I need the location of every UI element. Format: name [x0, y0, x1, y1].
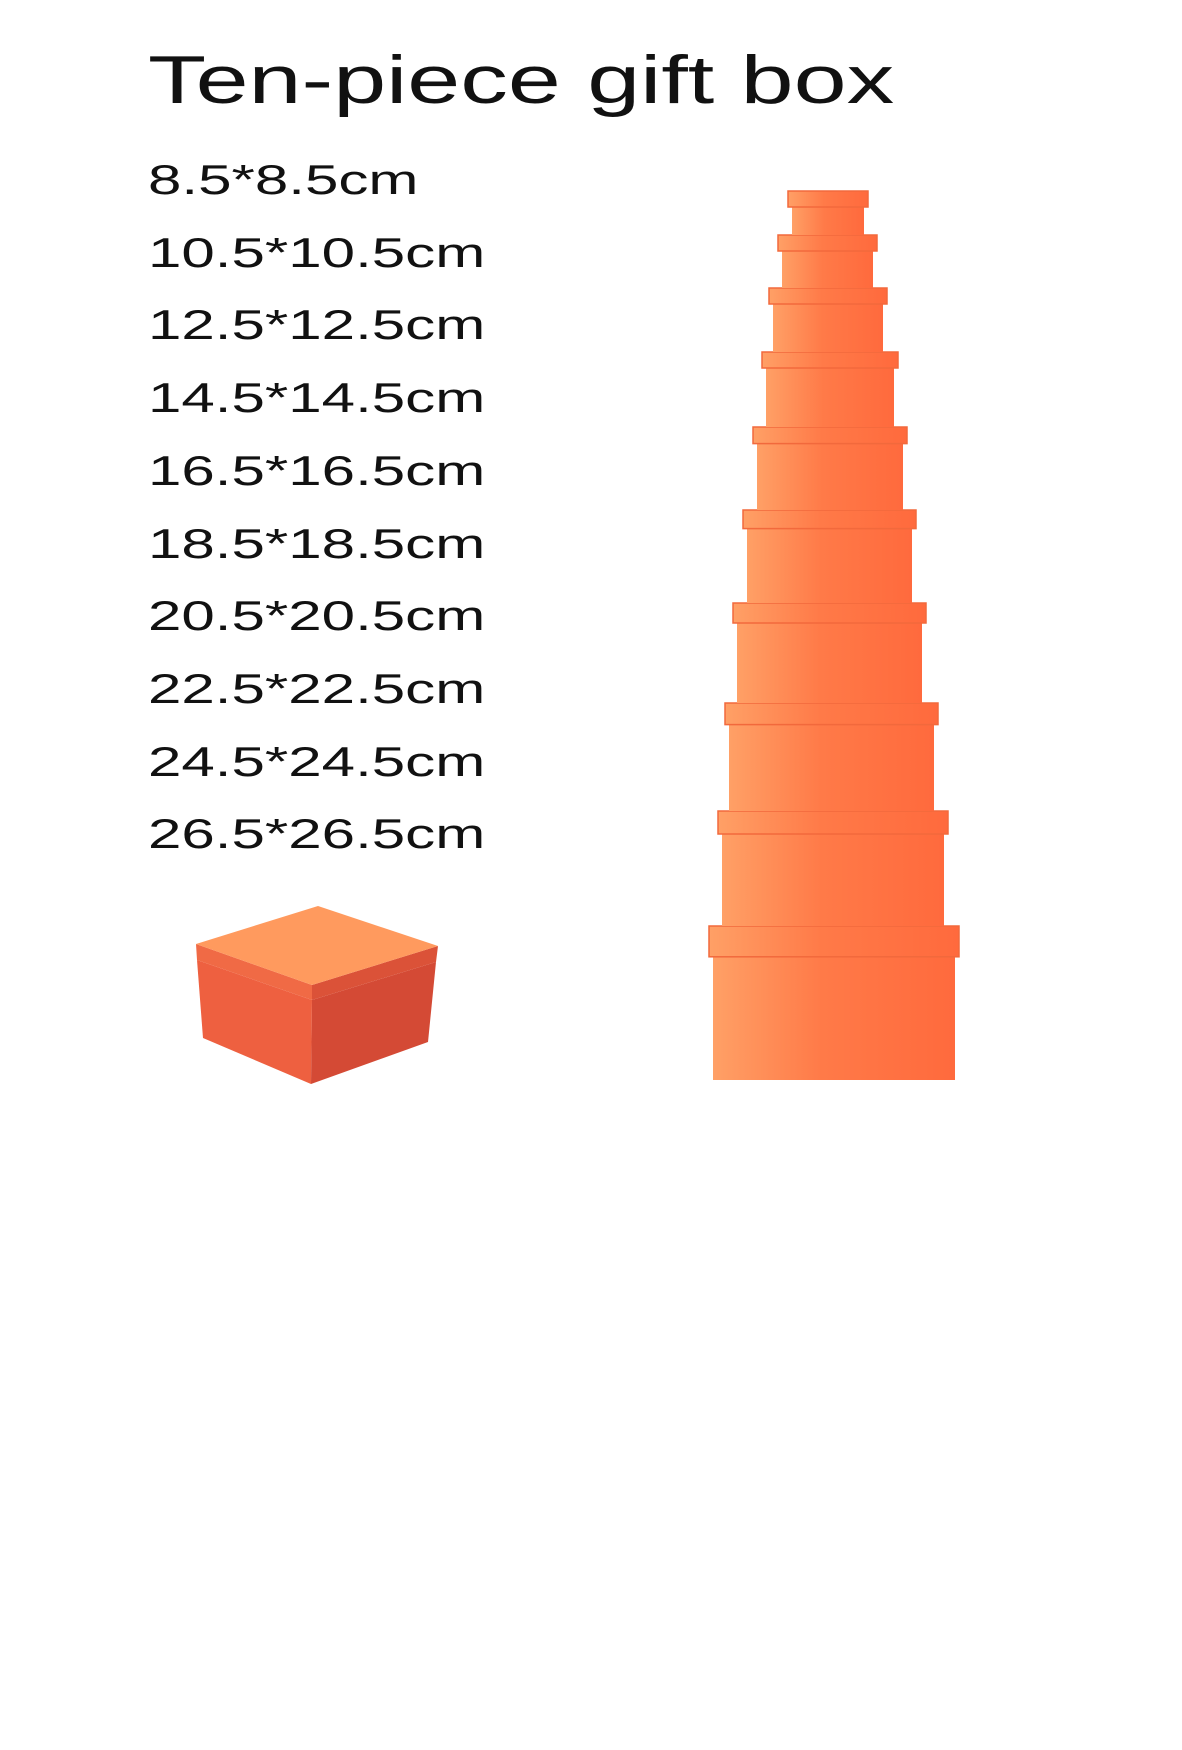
- size-label: 24.5*24.5cm: [148, 737, 486, 785]
- size-label: 22.5*22.5cm: [148, 664, 486, 712]
- size-label: 18.5*18.5cm: [148, 519, 486, 567]
- box-lid: [717, 810, 949, 835]
- box-lid: [732, 602, 927, 624]
- box-lid: [768, 287, 888, 305]
- size-label: 8.5*8.5cm: [148, 156, 419, 203]
- box-body: [737, 623, 922, 703]
- box-body: [757, 443, 903, 510]
- size-label: 26.5*26.5cm: [148, 810, 486, 858]
- size-label: 14.5*14.5cm: [148, 374, 486, 422]
- box-lid: [708, 925, 960, 958]
- box-body: [729, 724, 934, 811]
- size-label: 12.5*12.5cm: [148, 301, 486, 349]
- single-box: [196, 906, 438, 1084]
- box-body: [722, 834, 944, 926]
- size-label: 16.5*16.5cm: [148, 446, 486, 494]
- box-lid: [724, 702, 939, 726]
- box-body: [773, 304, 883, 352]
- box-body: [792, 207, 864, 235]
- size-label: 10.5*10.5cm: [148, 228, 486, 276]
- box-lid: [787, 190, 869, 208]
- box-lid: [777, 234, 878, 252]
- size-label: 20.5*20.5cm: [148, 592, 486, 640]
- box-lid: [742, 509, 917, 530]
- box-body: [782, 251, 873, 288]
- single-box-bottom-left: [197, 960, 312, 1084]
- page-title: Ten-piece gift box: [148, 42, 895, 118]
- box-body: [713, 956, 955, 1080]
- single-box-bottom-right: [311, 962, 436, 1084]
- stacked-boxes: [708, 190, 960, 1080]
- single-box-lid-top: [196, 906, 438, 985]
- box-body: [766, 368, 894, 427]
- box-lid: [752, 426, 908, 445]
- single-box-lid-left: [196, 944, 312, 1000]
- box-lid: [761, 351, 899, 369]
- single-box-lid-right: [312, 946, 438, 1000]
- box-body: [747, 528, 912, 603]
